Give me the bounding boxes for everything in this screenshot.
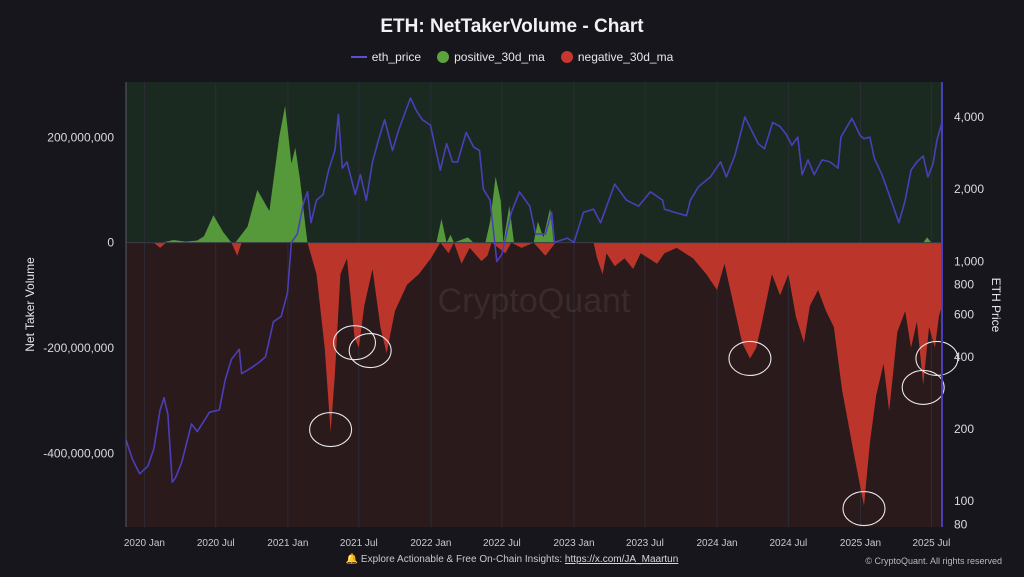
x-axis-tick-label: 2022 Jul: [483, 538, 521, 549]
right-axis-tick-label: 4,000: [954, 110, 984, 124]
x-axis-tick-label: 2021 Jan: [267, 538, 308, 549]
x-axis-tick-label: 2025 Jan: [840, 538, 881, 549]
chart-title: ETH: NetTakerVolume - Chart: [380, 16, 644, 37]
right-axis-tick-label: 200: [954, 422, 974, 436]
footer-text: Explore Actionable & Free On-Chain Insig…: [360, 554, 563, 565]
watermark: CryptoQuant: [438, 282, 631, 320]
eth-price-line: [125, 97, 943, 483]
left-axis-label: Net Taker Volume: [23, 257, 37, 352]
annotation-circle: [842, 491, 886, 527]
footer-link[interactable]: https://x.com/JA_Maartun: [564, 554, 679, 565]
legend-dot-positive: [437, 51, 450, 63]
legend-dot-negative: [560, 51, 573, 63]
x-axis-tick-label: 2020 Jan: [124, 538, 165, 549]
negative-30d-ma-area: [126, 242, 942, 506]
annotation-circle: [915, 340, 959, 377]
legend-item-positive[interactable]: positive_30d_ma: [437, 50, 545, 64]
x-axis-tick-label: 2023 Jul: [626, 538, 664, 549]
right-axis-label: ETH Price: [989, 278, 1003, 333]
annotation-circle: [728, 340, 772, 377]
annotation-circle: [901, 369, 945, 405]
footer: 🔔 Explore Actionable & Free On-Chain Ins…: [0, 554, 1024, 565]
annotation-circle: [332, 325, 377, 361]
right-axis-tick-label: 1,000: [954, 254, 984, 268]
left-axis-tick-label: 0: [107, 236, 114, 250]
x-axis-tick-label: 2024 Jul: [769, 538, 807, 549]
right-axis-tick-label: 2,000: [954, 182, 984, 196]
chart-legend: eth_price positive_30d_ma negative_30d_m…: [0, 50, 1024, 64]
legend-label-negative: negative_30d_ma: [577, 50, 674, 64]
right-axis-tick-label: 600: [954, 308, 974, 322]
x-axis-tick-label: 2025 Jul: [913, 538, 951, 549]
right-axis-tick-label: 80: [954, 517, 968, 531]
legend-item-eth-price[interactable]: eth_price: [350, 50, 422, 64]
annotation-circle: [348, 333, 392, 369]
bell-icon: 🔔: [345, 554, 359, 565]
legend-line-swatch: [350, 56, 367, 58]
right-axis-tick-label: 100: [954, 494, 974, 508]
x-axis-tick-label: 2021 Jul: [340, 538, 378, 549]
left-axis-tick-label: -200,000,000: [43, 341, 114, 355]
legend-label-positive: positive_30d_ma: [454, 50, 545, 64]
x-axis-tick-label: 2024 Jan: [696, 538, 737, 549]
x-axis-tick-label: 2020 Jul: [197, 538, 235, 549]
x-axis-tick-label: 2023 Jan: [553, 538, 594, 549]
right-axis-tick-label: 800: [954, 278, 974, 292]
positive-region-background: [126, 82, 942, 243]
right-axis-tick-label: 400: [954, 350, 974, 364]
left-axis-tick-label: 200,000,000: [47, 130, 114, 144]
annotation-circle: [309, 412, 353, 448]
copyright-text: © CryptoQuant. All rights reserved: [865, 556, 1002, 566]
x-axis-tick-label: 2022 Jan: [410, 538, 451, 549]
positive-30d-ma-area: [126, 105, 942, 243]
legend-label-eth-price: eth_price: [371, 50, 422, 64]
left-axis-tick-label: -400,000,000: [43, 446, 114, 460]
legend-item-negative[interactable]: negative_30d_ma: [560, 50, 674, 64]
